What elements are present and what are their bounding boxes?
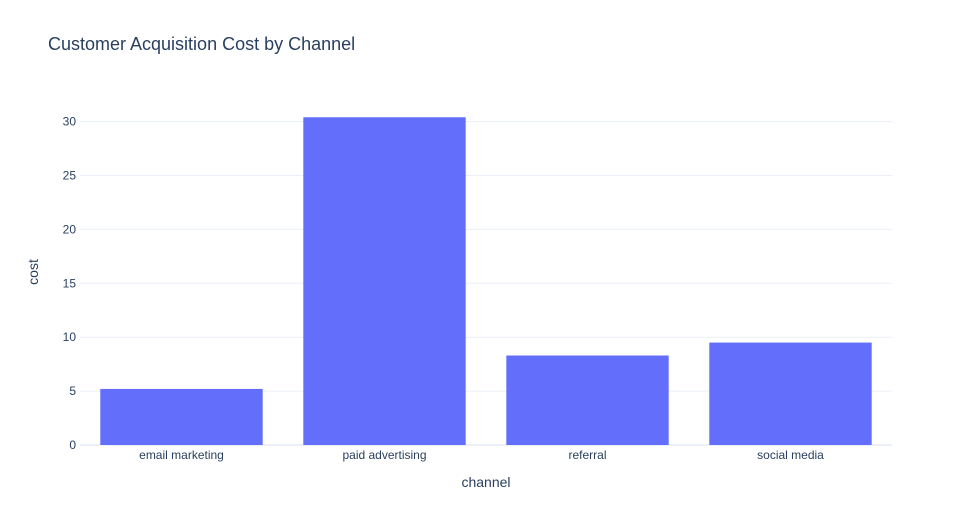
x-axis-ticks: email marketing paid advertising referral s… [139, 448, 824, 462]
y-tick-label: 30 [63, 115, 77, 129]
bar-social-media[interactable] [709, 342, 872, 445]
x-tick-label: social media [757, 448, 824, 462]
bars [100, 117, 872, 445]
x-tick-label: referral [568, 448, 606, 462]
y-tick-label: 5 [69, 384, 76, 398]
y-tick-label: 25 [63, 168, 77, 182]
chart-title: Customer Acquisition Cost by Channel [48, 34, 355, 54]
y-tick-label: 20 [63, 222, 77, 236]
y-axis-ticks: 0 5 10 15 20 25 30 [63, 115, 77, 452]
y-tick-label: 15 [63, 276, 77, 290]
y-tick-label: 10 [63, 330, 77, 344]
x-tick-label: paid advertising [342, 448, 426, 462]
bar-referral[interactable] [506, 355, 669, 445]
x-tick-label: email marketing [139, 448, 224, 462]
y-tick-label: 0 [69, 438, 76, 452]
x-axis-title: channel [461, 474, 510, 490]
bar-paid-advertising[interactable] [303, 117, 466, 445]
y-axis-title: cost [25, 259, 41, 285]
bar-email-marketing[interactable] [100, 388, 263, 445]
